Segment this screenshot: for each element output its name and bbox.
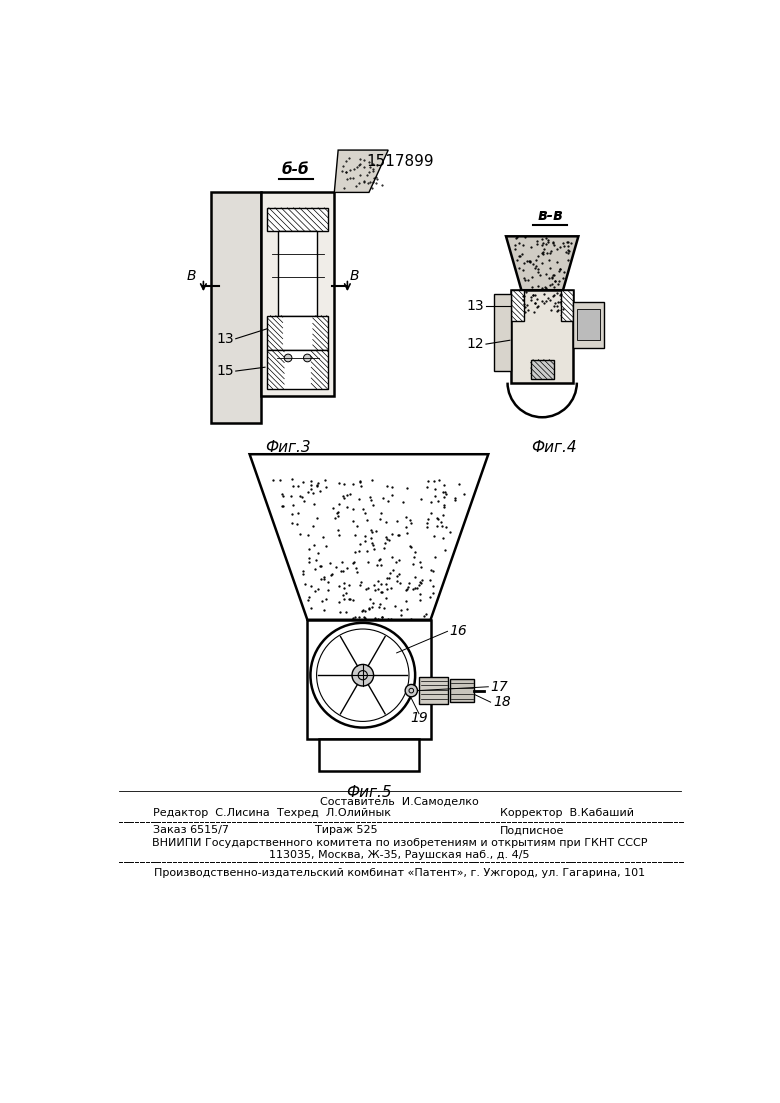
Text: 15: 15 bbox=[217, 364, 234, 378]
Circle shape bbox=[352, 664, 374, 686]
Circle shape bbox=[303, 354, 311, 362]
Circle shape bbox=[284, 354, 292, 362]
Polygon shape bbox=[419, 677, 448, 705]
Text: Заказ 6515/7: Заказ 6515/7 bbox=[154, 825, 229, 835]
Text: Корректор  В.Кабаший: Корректор В.Кабаший bbox=[500, 808, 634, 818]
Polygon shape bbox=[512, 290, 573, 383]
Text: Фиг.3: Фиг.3 bbox=[265, 440, 311, 456]
Text: Техред  Л.Олийнык: Техред Л.Олийнык bbox=[277, 808, 391, 818]
Text: Тираж 525: Тираж 525 bbox=[315, 825, 378, 835]
Polygon shape bbox=[530, 360, 554, 378]
Polygon shape bbox=[506, 236, 579, 290]
Circle shape bbox=[405, 685, 417, 697]
Text: 19: 19 bbox=[410, 710, 428, 725]
Text: Фиг.5: Фиг.5 bbox=[346, 785, 392, 801]
Text: 12: 12 bbox=[466, 338, 484, 351]
Text: В: В bbox=[186, 269, 196, 283]
Text: Производственно-издательский комбинат «Патент», г. Ужгород, ул. Гагарина, 101: Производственно-издательский комбинат «П… bbox=[154, 868, 645, 878]
Polygon shape bbox=[268, 315, 328, 351]
Polygon shape bbox=[211, 192, 261, 424]
Polygon shape bbox=[307, 620, 431, 739]
Text: 18: 18 bbox=[493, 695, 511, 709]
Text: 17: 17 bbox=[491, 679, 509, 694]
Text: 1517899: 1517899 bbox=[366, 154, 434, 169]
Polygon shape bbox=[319, 739, 419, 771]
Polygon shape bbox=[250, 454, 488, 620]
Polygon shape bbox=[335, 150, 388, 192]
Polygon shape bbox=[561, 290, 573, 321]
Text: 113035, Москва, Ж-35, Раушская наб., д. 4/5: 113035, Москва, Ж-35, Раушская наб., д. … bbox=[270, 850, 530, 860]
Polygon shape bbox=[495, 295, 512, 371]
Polygon shape bbox=[268, 351, 328, 388]
Polygon shape bbox=[577, 310, 600, 340]
Polygon shape bbox=[268, 207, 328, 231]
Text: 13: 13 bbox=[466, 299, 484, 312]
Text: Фиг.4: Фиг.4 bbox=[531, 440, 576, 456]
Text: ВНИИПИ Государственного комитета по изобретениям и открытиям при ГКНТ СССР: ВНИИПИ Государственного комитета по изоб… bbox=[152, 838, 647, 848]
Text: В: В bbox=[349, 269, 360, 283]
Text: 13: 13 bbox=[217, 332, 234, 345]
Polygon shape bbox=[573, 302, 604, 347]
Polygon shape bbox=[450, 679, 474, 703]
Text: Составитель  И.Самоделко: Составитель И.Самоделко bbox=[321, 796, 479, 807]
Polygon shape bbox=[278, 231, 317, 315]
Polygon shape bbox=[261, 192, 335, 396]
Text: Подписное: Подписное bbox=[500, 825, 564, 835]
Text: б-б: б-б bbox=[282, 162, 310, 176]
Text: 16: 16 bbox=[450, 624, 467, 639]
Text: Редактор  С.Лисина: Редактор С.Лисина bbox=[154, 808, 270, 818]
Text: в-в: в-в bbox=[537, 208, 562, 223]
Polygon shape bbox=[512, 290, 523, 321]
